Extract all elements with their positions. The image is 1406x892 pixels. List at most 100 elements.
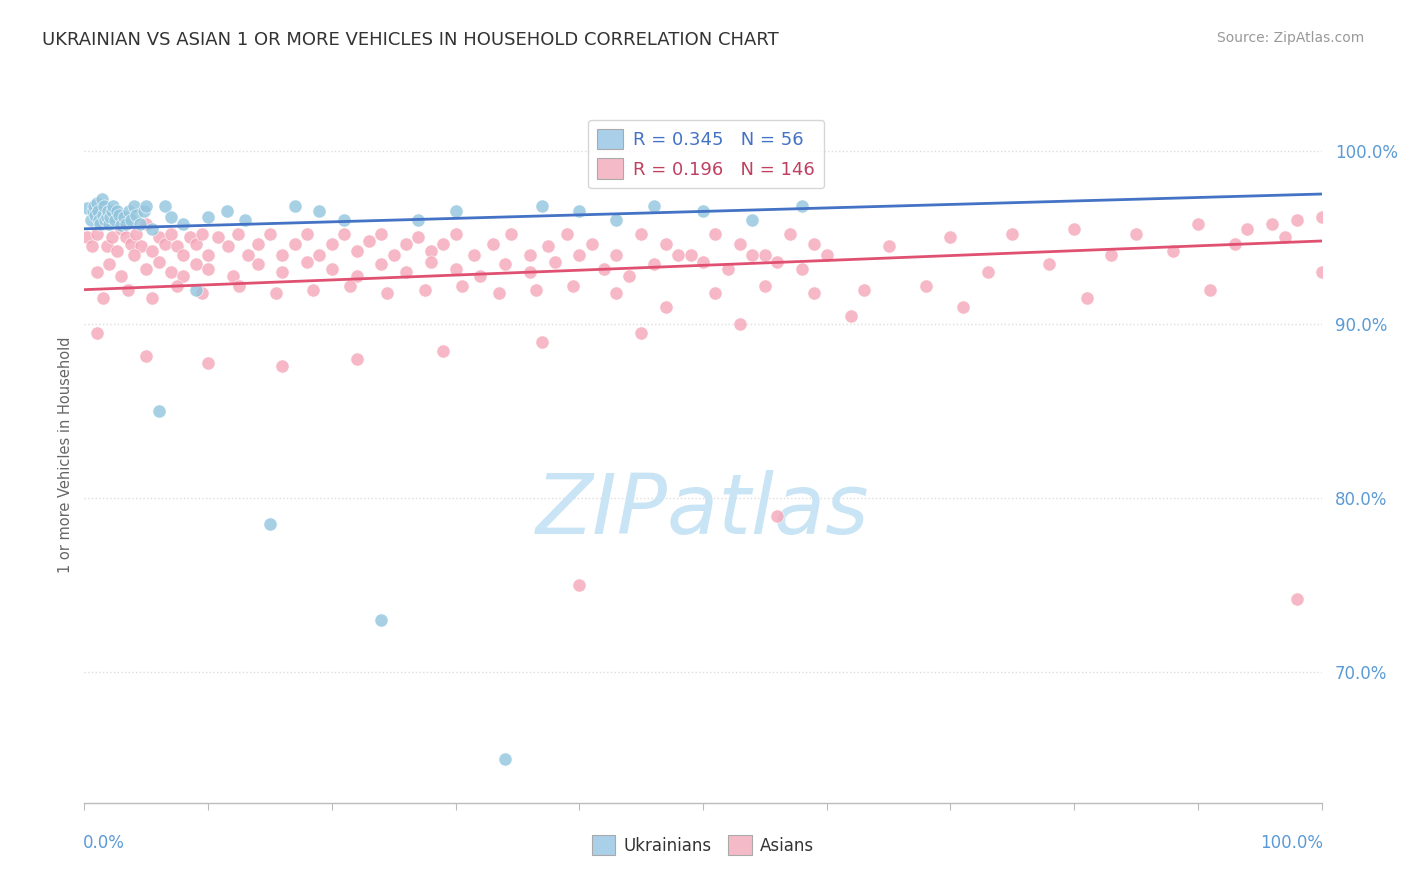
Point bbox=[357, 234, 380, 248]
Point bbox=[284, 199, 307, 213]
Point bbox=[630, 227, 652, 241]
Point bbox=[215, 204, 238, 219]
Point bbox=[643, 199, 665, 213]
Point bbox=[98, 210, 121, 224]
Point bbox=[89, 217, 111, 231]
Point bbox=[264, 286, 287, 301]
Point bbox=[148, 230, 170, 244]
Point bbox=[444, 204, 467, 219]
Point bbox=[704, 227, 727, 241]
Point bbox=[741, 213, 763, 227]
Text: 0.0%: 0.0% bbox=[83, 834, 125, 852]
Point bbox=[122, 248, 145, 262]
Point bbox=[271, 265, 294, 279]
Point bbox=[135, 199, 157, 213]
Point bbox=[382, 248, 405, 262]
Point bbox=[100, 230, 122, 244]
Point bbox=[790, 199, 813, 213]
Point bbox=[120, 213, 142, 227]
Point bbox=[643, 256, 665, 270]
Point bbox=[94, 213, 117, 227]
Point bbox=[91, 291, 114, 305]
Point bbox=[841, 309, 863, 323]
Point bbox=[160, 265, 183, 279]
Point bbox=[555, 227, 578, 241]
Text: ZIPatlas: ZIPatlas bbox=[536, 470, 870, 551]
Point bbox=[117, 283, 139, 297]
Point bbox=[207, 230, 229, 244]
Point bbox=[370, 227, 392, 241]
Point bbox=[76, 230, 98, 244]
Point bbox=[271, 248, 294, 262]
Point bbox=[110, 268, 132, 283]
Point bbox=[90, 192, 112, 206]
Point bbox=[1187, 217, 1209, 231]
Point bbox=[419, 255, 441, 269]
Point bbox=[148, 255, 170, 269]
Point bbox=[96, 210, 118, 224]
Point bbox=[630, 326, 652, 340]
Legend: Ukrainians, Asians: Ukrainians, Asians bbox=[585, 829, 821, 862]
Point bbox=[115, 217, 138, 231]
Point bbox=[463, 248, 485, 262]
Point bbox=[593, 261, 616, 276]
Text: Source: ZipAtlas.com: Source: ZipAtlas.com bbox=[1216, 31, 1364, 45]
Point bbox=[191, 286, 214, 301]
Point bbox=[370, 256, 392, 270]
Point bbox=[101, 199, 124, 213]
Point bbox=[246, 237, 269, 252]
Point bbox=[93, 199, 115, 213]
Point bbox=[160, 227, 183, 241]
Point bbox=[815, 248, 838, 262]
Point bbox=[89, 213, 111, 227]
Point bbox=[470, 268, 492, 283]
Point bbox=[395, 237, 418, 252]
Point bbox=[1285, 592, 1308, 607]
Point bbox=[432, 343, 454, 358]
Point bbox=[1285, 213, 1308, 227]
Point bbox=[271, 359, 294, 374]
Point bbox=[605, 248, 627, 262]
Point bbox=[308, 248, 330, 262]
Point bbox=[100, 204, 122, 219]
Point bbox=[141, 222, 163, 236]
Point bbox=[1310, 210, 1333, 224]
Point bbox=[692, 204, 714, 219]
Point bbox=[537, 239, 560, 253]
Point bbox=[125, 227, 148, 241]
Point bbox=[605, 286, 627, 301]
Point bbox=[197, 210, 219, 224]
Point bbox=[284, 237, 307, 252]
Point bbox=[494, 752, 516, 766]
Point bbox=[166, 239, 188, 253]
Point bbox=[519, 265, 541, 279]
Point bbox=[741, 248, 763, 262]
Point bbox=[1261, 217, 1284, 231]
Point bbox=[135, 261, 157, 276]
Point bbox=[259, 227, 281, 241]
Point bbox=[1038, 256, 1060, 270]
Point bbox=[754, 279, 776, 293]
Point bbox=[444, 261, 467, 276]
Point bbox=[346, 352, 368, 367]
Point bbox=[370, 613, 392, 627]
Point bbox=[408, 213, 430, 227]
Point bbox=[184, 237, 207, 252]
Point bbox=[333, 213, 356, 227]
Point bbox=[104, 213, 127, 227]
Point bbox=[197, 356, 219, 370]
Point bbox=[952, 300, 974, 314]
Point bbox=[87, 204, 110, 219]
Point bbox=[1001, 227, 1024, 241]
Point bbox=[197, 248, 219, 262]
Point bbox=[135, 217, 157, 231]
Point bbox=[86, 326, 108, 340]
Point bbox=[236, 248, 259, 262]
Point bbox=[184, 256, 207, 270]
Point bbox=[1236, 222, 1258, 236]
Point bbox=[408, 230, 430, 244]
Point bbox=[519, 248, 541, 262]
Text: UKRAINIAN VS ASIAN 1 OR MORE VEHICLES IN HOUSEHOLD CORRELATION CHART: UKRAINIAN VS ASIAN 1 OR MORE VEHICLES IN… bbox=[42, 31, 779, 49]
Point bbox=[531, 334, 554, 349]
Point bbox=[692, 255, 714, 269]
